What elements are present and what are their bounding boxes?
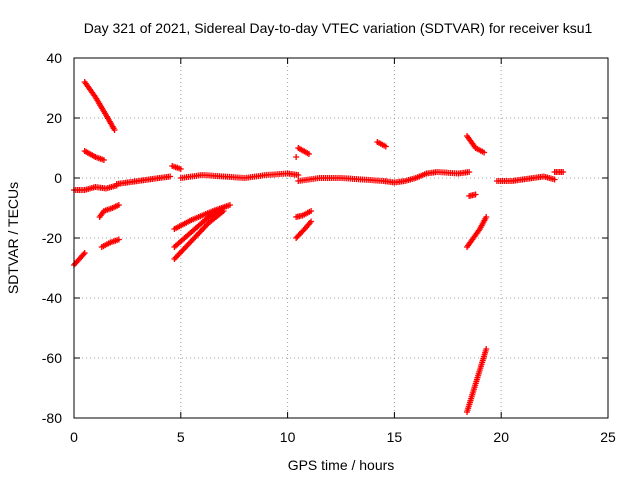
series-arc-21 <box>464 346 490 415</box>
data-points <box>71 79 567 415</box>
data-point <box>483 346 490 352</box>
y-tick-label: 0 <box>54 170 62 186</box>
series-arc-17 <box>374 139 389 150</box>
data-point <box>466 169 473 175</box>
x-tick-label: 10 <box>280 429 296 445</box>
data-point <box>81 250 88 256</box>
series-arc-11 <box>171 208 227 262</box>
data-point <box>100 157 107 163</box>
series-arc-04 <box>81 79 118 133</box>
axis-ticks <box>73 57 609 419</box>
x-tick-label: 0 <box>70 429 78 445</box>
data-point <box>308 208 315 214</box>
series-arc-02 <box>71 182 120 193</box>
data-point <box>80 251 87 258</box>
series-arc-05 <box>81 148 107 163</box>
x-tick-labels: 0 5 10 15 20 25 <box>70 429 616 445</box>
data-point <box>560 169 567 175</box>
series-arc-18 <box>464 133 488 156</box>
series-arc-06 <box>96 202 122 220</box>
data-point <box>226 202 233 208</box>
series-arc-24 <box>293 154 300 160</box>
series-arc-08 <box>169 163 184 172</box>
x-axis-label: GPS time / hours <box>288 457 395 473</box>
grid <box>74 58 608 418</box>
x-tick-label: 5 <box>177 429 185 445</box>
series-arc-12 <box>177 170 302 181</box>
data-point <box>305 151 312 157</box>
series-arc-23 <box>551 169 567 175</box>
data-point <box>220 208 227 214</box>
series-arc-07 <box>98 236 122 250</box>
data-point <box>115 202 122 208</box>
series-arc-15 <box>293 218 315 241</box>
series-arc-16 <box>295 169 473 186</box>
chart-title: Day 321 of 2021, Sidereal Day-to-day VTE… <box>84 20 593 36</box>
data-point <box>382 143 389 150</box>
data-point <box>483 214 490 220</box>
data-point <box>308 218 315 225</box>
series-arc-01 <box>71 250 88 268</box>
series-arc-09 <box>171 202 233 232</box>
y-tick-label: -20 <box>42 230 62 246</box>
data-point <box>115 236 122 243</box>
data-point <box>167 173 174 180</box>
y-tick-labels: -80 -60 -40 -20 0 20 40 <box>42 50 62 426</box>
x-tick-label: 25 <box>600 429 616 445</box>
y-tick-label: -80 <box>42 410 62 426</box>
data-point <box>472 191 479 198</box>
x-tick-label: 20 <box>493 429 509 445</box>
data-point <box>177 166 184 172</box>
y-axis-label: SDTVAR / TECUs <box>5 182 21 294</box>
series-arc-14 <box>293 208 315 220</box>
series-arc-03 <box>113 173 174 187</box>
y-tick-label: -60 <box>42 350 62 366</box>
series-arc-10 <box>171 205 227 250</box>
data-point <box>295 172 302 178</box>
data-point <box>551 176 558 183</box>
y-tick-label: -40 <box>42 290 62 306</box>
series-arc-22 <box>493 173 558 184</box>
data-point <box>293 154 300 160</box>
data-point <box>481 149 488 156</box>
y-tick-label: 20 <box>46 110 62 126</box>
series-arc-13 <box>295 145 312 157</box>
series-arc-19 <box>466 191 479 199</box>
series-arc-20 <box>464 214 490 250</box>
data-point <box>111 127 118 133</box>
y-tick-label: 40 <box>46 50 62 66</box>
x-tick-label: 15 <box>387 429 403 445</box>
